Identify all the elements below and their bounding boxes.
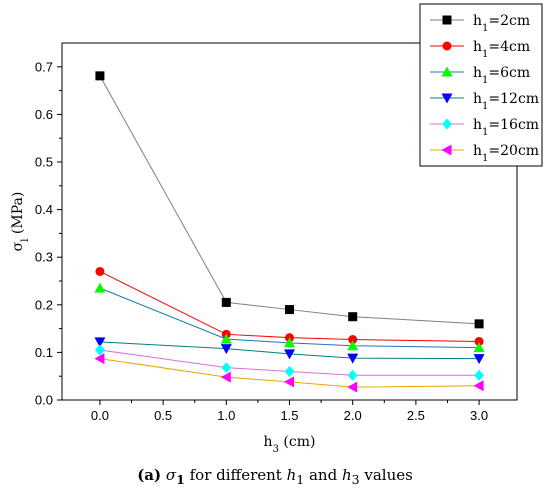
y-tick: 0.3	[35, 250, 62, 265]
legend-entry: h1=2cm	[430, 13, 530, 34]
y-tick-label: 0.7	[35, 59, 53, 74]
x-tick-label: 2.0	[344, 408, 362, 423]
caption-text-1: for different	[189, 466, 287, 484]
data-point	[220, 344, 232, 355]
y-tick-label: 0.2	[35, 297, 53, 312]
y-tick-label: 0.3	[35, 250, 53, 265]
legend-entry: h1=12cm	[430, 91, 539, 112]
legend-entry: h1=16cm	[430, 117, 539, 138]
data-point	[94, 353, 105, 365]
legend-label: h1=16cm	[473, 117, 539, 138]
legend-entry: h1=20cm	[430, 143, 539, 164]
x-axis-label: h3 (cm)	[264, 434, 316, 455]
caption-h1-sub: 1	[296, 472, 305, 487]
x-tick: 3.0	[470, 400, 488, 423]
data-point	[284, 376, 294, 388]
data-point	[220, 371, 231, 383]
data-point	[284, 337, 295, 348]
data-point	[474, 319, 484, 329]
legend-label: h1=6cm	[473, 65, 530, 86]
data-point	[94, 337, 106, 348]
x-axis-ticks: 0.0 0.5 1.0 1.5 2.0 2.5 3.0	[91, 400, 488, 423]
data-point	[474, 336, 484, 346]
y-axis-ticks: 0.0 0.1 0.2 0.3 0.4 0.5 0.6 0.7	[35, 59, 62, 408]
data-point	[347, 369, 358, 381]
data-point	[347, 340, 359, 351]
data-point	[221, 297, 231, 307]
caption-h1: h	[286, 466, 297, 484]
plot-area: 0.0 0.5 1.0 1.5 2.0 2.5 3.0 0.0 0.1 0.2 0.3 0.4 0.5…	[35, 42, 518, 423]
x-tick: 1.5	[280, 400, 299, 423]
y-tick-label: 0.5	[35, 155, 53, 170]
y-tick: 0.7	[35, 59, 62, 74]
legend-marker	[442, 15, 452, 25]
data-point	[347, 353, 359, 364]
y-tick-label: 0.1	[35, 345, 53, 360]
caption-sigma: σ	[165, 466, 177, 484]
legend-marker	[441, 66, 453, 77]
x-tick: 2.5	[407, 400, 425, 423]
data-point	[348, 312, 358, 322]
data-point	[347, 381, 358, 393]
legend-marker	[441, 144, 452, 156]
y-tick-label: 0.0	[35, 393, 53, 408]
legend-label: h1=12cm	[473, 91, 539, 112]
y-tick-label: 0.4	[35, 202, 53, 217]
data-point	[473, 380, 484, 392]
legend-marker	[442, 118, 452, 130]
data-point	[474, 369, 485, 381]
data-point	[473, 342, 485, 353]
legend-marker	[442, 41, 452, 51]
caption-h3-sub: 3	[351, 472, 360, 487]
y-axis-label: σl (MPa)	[10, 192, 31, 252]
x-tick-label: 0.5	[154, 408, 172, 423]
caption-and: and	[304, 466, 342, 484]
data-point	[473, 354, 485, 365]
data-point	[284, 349, 295, 360]
x-tick-label: 1.0	[217, 408, 235, 423]
x-tick-label: 2.5	[407, 408, 425, 423]
x-tick: 1.0	[217, 400, 235, 423]
caption-h3: h	[341, 466, 352, 484]
legend-label: h1=4cm	[473, 39, 530, 60]
data-point	[285, 305, 294, 315]
legend-label: h1=20cm	[473, 143, 539, 164]
legend-box	[419, 3, 543, 167]
data-point	[220, 333, 232, 344]
data-point	[94, 282, 106, 293]
caption-panel-label: (a)	[137, 466, 162, 484]
x-tick-label: 3.0	[470, 408, 488, 423]
legend-marker	[441, 93, 453, 104]
y-tick: 0.5	[35, 155, 62, 170]
x-tick-label: 1.5	[280, 408, 298, 423]
y-tick: 0.0	[35, 393, 62, 408]
x-tick: 0.5	[154, 400, 172, 423]
legend-entry: h1=6cm	[430, 65, 530, 86]
x-tick-label: 0.0	[91, 408, 109, 423]
y-tick: 0.2	[35, 297, 62, 312]
legend: h1=2cm h1=4cm h1=6cm h1=12cm h1=16cm h1=20cm	[419, 3, 543, 167]
y-tick-label: 0.6	[35, 107, 53, 122]
caption-sigma-sub: 1	[176, 472, 185, 487]
x-tick: 0.0	[91, 400, 109, 423]
legend-entry: h1=4cm	[430, 39, 530, 60]
y-tick: 0.4	[35, 202, 62, 217]
y-tick: 0.6	[35, 107, 62, 122]
data-point	[95, 71, 105, 81]
data-point	[95, 266, 105, 276]
y-tick: 0.1	[35, 345, 62, 360]
data-point	[221, 362, 232, 374]
figure-caption: (a) σ1 for different h1 and h3 values	[0, 466, 550, 487]
legend-label: h1=2cm	[473, 13, 530, 34]
data-point	[348, 335, 358, 345]
series-markers	[94, 71, 485, 393]
x-tick: 2.0	[344, 400, 362, 423]
data-point	[94, 344, 105, 356]
data-point	[284, 365, 295, 377]
caption-text-2: values	[359, 466, 413, 484]
